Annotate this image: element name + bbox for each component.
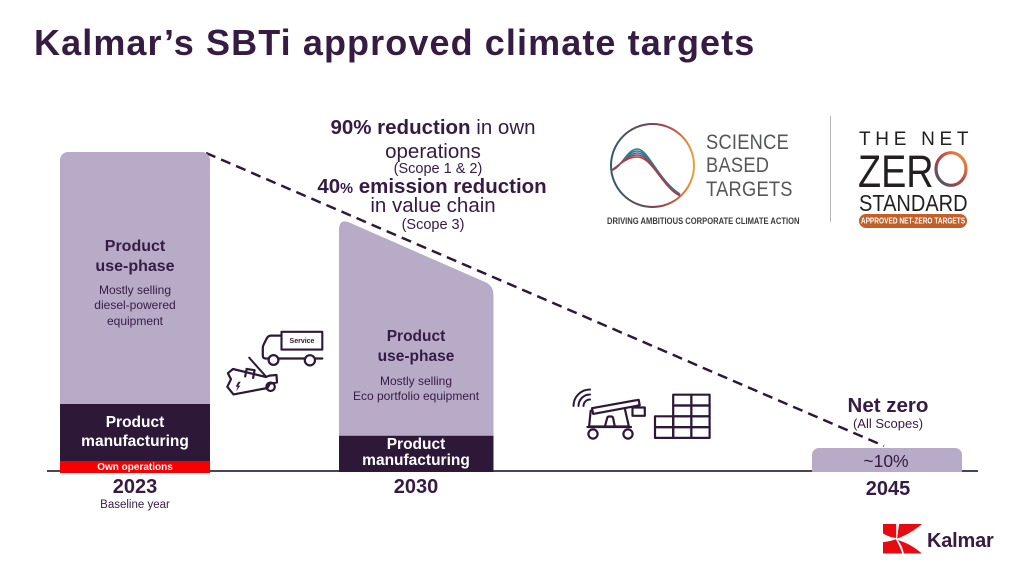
svg-text:Service: Service [290, 338, 315, 345]
